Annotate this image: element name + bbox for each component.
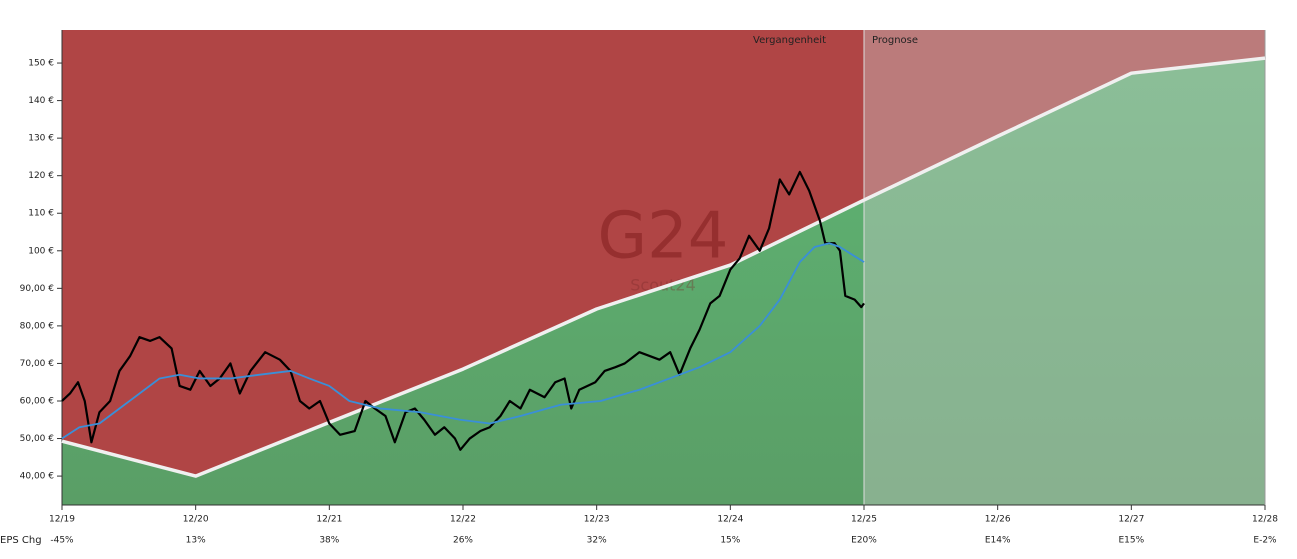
x-tick-label: 12/21 bbox=[316, 515, 342, 525]
x-tick-label: 12/27 bbox=[1118, 515, 1144, 525]
overvalued-area bbox=[62, 30, 1265, 477]
eps-value: E14% bbox=[985, 536, 1011, 546]
forecast-overlay bbox=[864, 30, 1265, 505]
x-tick-label: 12/22 bbox=[450, 515, 476, 525]
fair-value-line bbox=[61, 56, 1266, 478]
x-tick-label: 12/25 bbox=[851, 515, 877, 525]
price-line bbox=[61, 170, 865, 451]
eps-value: -45% bbox=[50, 536, 74, 546]
eps-value: E15% bbox=[1118, 536, 1144, 546]
y-tick-label: 40,00 € bbox=[20, 472, 55, 482]
watermark-title: G24 bbox=[597, 200, 728, 274]
forecast-label: Prognose bbox=[872, 35, 918, 46]
x-tick-label: 12/23 bbox=[584, 515, 610, 525]
y-tick-label: 90,00 € bbox=[20, 284, 55, 294]
y-tick-label: 140 € bbox=[28, 96, 54, 106]
eps-value: 38% bbox=[319, 536, 339, 546]
eps-row-label: EPS Chg bbox=[0, 535, 42, 546]
y-tick-label: 80,00 € bbox=[20, 321, 55, 331]
x-tick-label: 12/24 bbox=[717, 515, 743, 525]
undervalued-area bbox=[62, 58, 1265, 506]
eps-value: 32% bbox=[587, 536, 607, 546]
y-tick-label: 150 € bbox=[28, 59, 54, 69]
eps-value: 13% bbox=[186, 536, 206, 546]
y-tick-label: 70,00 € bbox=[20, 359, 55, 369]
y-tick-label: 60,00 € bbox=[20, 396, 55, 406]
y-tick-label: 100 € bbox=[28, 246, 54, 256]
moving-average-line bbox=[61, 242, 865, 440]
eps-value: 15% bbox=[720, 536, 740, 546]
y-tick-label: 130 € bbox=[28, 134, 54, 144]
y-tick-label: 110 € bbox=[28, 209, 54, 219]
y-tick-label: 50,00 € bbox=[20, 434, 55, 444]
eps-value: 26% bbox=[453, 536, 473, 546]
x-tick-label: 12/26 bbox=[985, 515, 1011, 525]
y-tick-label: 120 € bbox=[28, 171, 54, 181]
past-label: Vergangenheit bbox=[753, 35, 826, 46]
x-tick-label: 12/20 bbox=[183, 515, 209, 525]
eps-value: E-2% bbox=[1253, 536, 1277, 546]
x-tick-label: 12/28 bbox=[1252, 515, 1278, 525]
eps-value: E20% bbox=[851, 536, 877, 546]
x-tick-label: 12/19 bbox=[49, 515, 75, 525]
